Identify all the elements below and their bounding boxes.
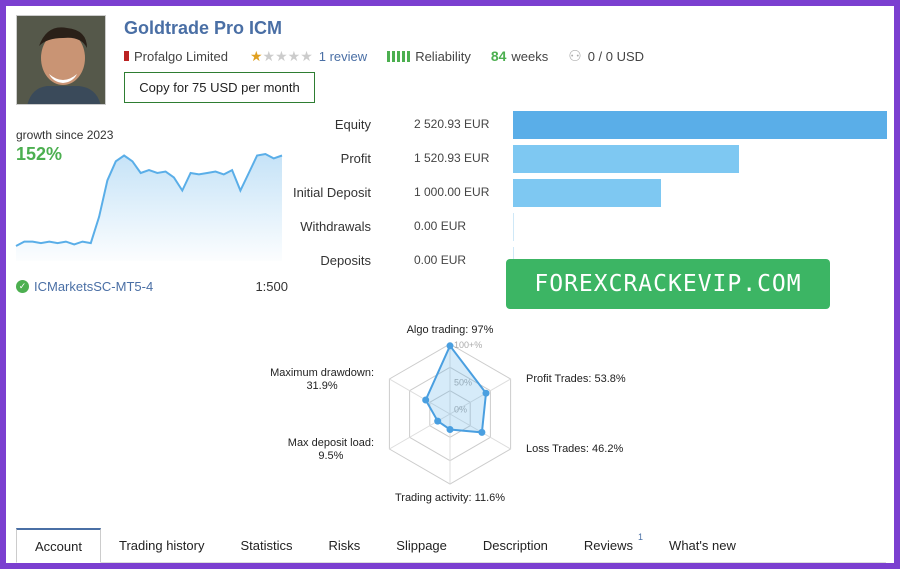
radar-point <box>434 417 442 425</box>
star-icon: ★ <box>249 47 263 64</box>
radar-point <box>446 342 454 350</box>
reviews-link[interactable]: 1 review <box>318 48 368 64</box>
balance-bar <box>513 145 739 173</box>
balance-value: 2 520.93 EUR <box>414 117 490 131</box>
radar-axis-label: Max deposit load: 9.5% <box>287 437 374 462</box>
balance-label: Deposits <box>320 253 371 268</box>
leverage-value: 1:500 <box>255 279 288 294</box>
balance-value: 1 520.93 EUR <box>414 151 490 165</box>
tab-bar: Account Trading history Statistics Risks Sli… <box>16 528 886 563</box>
radar-axis-label: Trading activity: 11.6% <box>394 492 506 504</box>
tab-statistics[interactable]: Statistics <box>240 538 293 553</box>
star-icon: ★ <box>275 47 288 64</box>
subscribers-icon: ⚇ <box>568 48 582 65</box>
tab-description[interactable]: Description <box>482 538 548 553</box>
tab-reviews[interactable]: Reviews 1 <box>583 532 644 553</box>
balance-value: 1 000.00 EUR <box>414 185 490 199</box>
provider-avatar[interactable] <box>16 15 106 105</box>
balance-label: Profit <box>340 151 371 166</box>
radar-point <box>482 389 490 397</box>
subscribers-value: 0 / 0 USD <box>587 48 645 64</box>
radar-chart: 100+% 50% 0% Algo trading: 97% Profit Trade… <box>256 314 646 514</box>
radar-spoke <box>389 378 451 415</box>
reliability-label: Reliability <box>415 48 471 64</box>
radar-axis-label: Algo trading: 97% <box>406 324 494 336</box>
star-icon: ★ <box>262 47 276 64</box>
balance-label: Initial Deposit <box>292 185 371 200</box>
balance-label: Equity <box>334 117 371 132</box>
tab-slippage[interactable]: Slippage <box>396 538 447 553</box>
growth-value: 152% <box>16 144 63 164</box>
balance-value: 0.00 EUR <box>414 219 467 233</box>
watermark-banner: FOREXCRACKEVIP.COM <box>506 259 830 309</box>
radar-ring-label: 100+% <box>454 340 482 350</box>
broker-row: ✓ ICMarketsSC-MT5-4 1:500 <box>16 279 288 294</box>
balance-bar <box>513 179 662 207</box>
reviews-count-badge: 1 <box>638 532 644 542</box>
tab-what-s-new[interactable]: What's new <box>669 538 736 553</box>
radar-axis-label: Maximum drawdown: 31.9% <box>270 367 374 392</box>
rating-stars: ★★★★★ <box>250 48 313 65</box>
growth-line <box>15 152 283 247</box>
star-icon: ★ <box>300 47 313 64</box>
balance-row: Profit 1 520.93 EUR <box>286 145 894 173</box>
balance-row: Deposits 0.00 EUR <box>286 247 894 275</box>
balance-row: Equity 2 520.93 EUR <box>286 111 894 139</box>
radar-point <box>422 396 430 404</box>
radar-point <box>478 428 486 436</box>
balance-value: 0.00 EUR <box>414 253 467 267</box>
broker-name[interactable]: ICMarketsSC-MT5-4 <box>34 279 154 294</box>
radar-axis-label: Profit Trades: 53.8% <box>526 373 626 385</box>
radar-spoke <box>449 378 511 415</box>
balance-label: Withdrawals <box>300 219 371 234</box>
tab-risks[interactable]: Risks <box>328 538 361 553</box>
balance-bar <box>513 213 514 241</box>
balance-row: Withdrawals 0.00 EUR <box>286 213 894 241</box>
signal-page: Goldtrade Pro ICM Profalgo Limited ★★★★★… <box>6 6 894 563</box>
verified-check-icon: ✓ <box>16 280 29 293</box>
balance-bar <box>513 111 887 139</box>
radar-point <box>446 426 454 433</box>
growth-chart <box>15 152 283 261</box>
weeks-value: 84 <box>490 48 507 64</box>
balance-row: Initial Deposit 1 000.00 EUR <box>286 179 894 207</box>
growth-area <box>16 154 282 261</box>
growth-label: growth since 2023 <box>16 128 114 142</box>
tab-account[interactable]: Account <box>16 528 101 563</box>
reliability-bars-icon <box>387 50 411 62</box>
radar-ring-label: 0% <box>454 405 467 415</box>
provider-name[interactable]: Profalgo Limited <box>134 48 228 64</box>
radar-axis-label: Loss Trades: 46.2% <box>526 443 624 455</box>
flag-icon <box>124 51 129 61</box>
weeks-label: weeks <box>511 48 549 64</box>
radar-ring-label: 50% <box>454 377 472 387</box>
signal-meta: Profalgo Limited ★★★★★ 1 review Reliabil… <box>124 48 645 65</box>
copy-signal-button[interactable]: Copy for 75 USD per month <box>124 72 315 103</box>
tab-trading-history[interactable]: Trading history <box>118 538 205 553</box>
signal-title[interactable]: Goldtrade Pro ICM <box>124 18 283 38</box>
star-icon: ★ <box>287 47 301 64</box>
